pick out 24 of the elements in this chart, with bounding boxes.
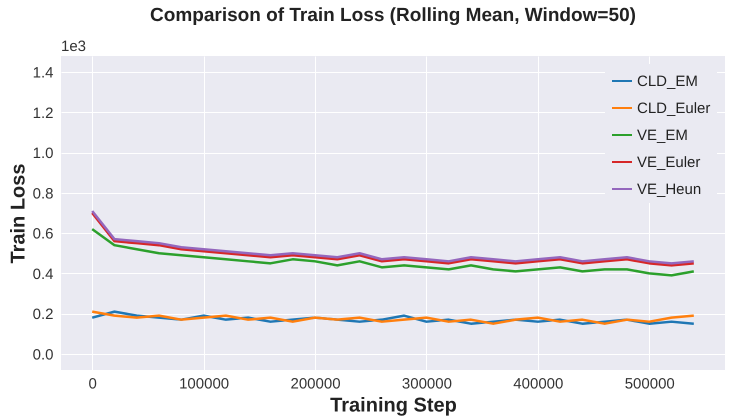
x-tick-label: 400000 <box>513 376 564 392</box>
y-tick-label: 1.2 <box>32 104 54 122</box>
legend-label: CLD_EM <box>637 73 698 90</box>
x-tick-label: 500000 <box>624 376 675 392</box>
legend-label: CLD_Euler <box>637 100 710 117</box>
x-tick-label: 100000 <box>179 376 230 392</box>
y-tick-label: 1.0 <box>32 145 54 162</box>
text: 1e3 <box>61 38 86 55</box>
y-tick-label: 0.4 <box>32 266 54 283</box>
x-axis-title: Training Step <box>330 394 457 416</box>
y-tick-label: 0.6 <box>32 226 54 243</box>
line-series <box>90 228 696 277</box>
x-tick-label: 0 <box>88 376 97 392</box>
x-tick-label: 200000 <box>290 376 341 392</box>
chart-title: Comparison of Train Loss (Rolling Mean, Window=50) <box>150 5 636 26</box>
y-tick-label: 0.2 <box>32 306 54 324</box>
legend-label: VE_Heun <box>637 181 702 198</box>
y-tick-label: 0.0 <box>32 346 54 364</box>
legend-label: VE_Euler <box>637 154 700 171</box>
x-tick-label: 300000 <box>402 376 452 392</box>
y-tick-label: 0.8 <box>32 185 54 202</box>
y-axis-title: Train Loss <box>8 163 30 264</box>
y-tick-label: 1.4 <box>32 64 54 82</box>
legend-label: VE_EM <box>637 127 688 144</box>
